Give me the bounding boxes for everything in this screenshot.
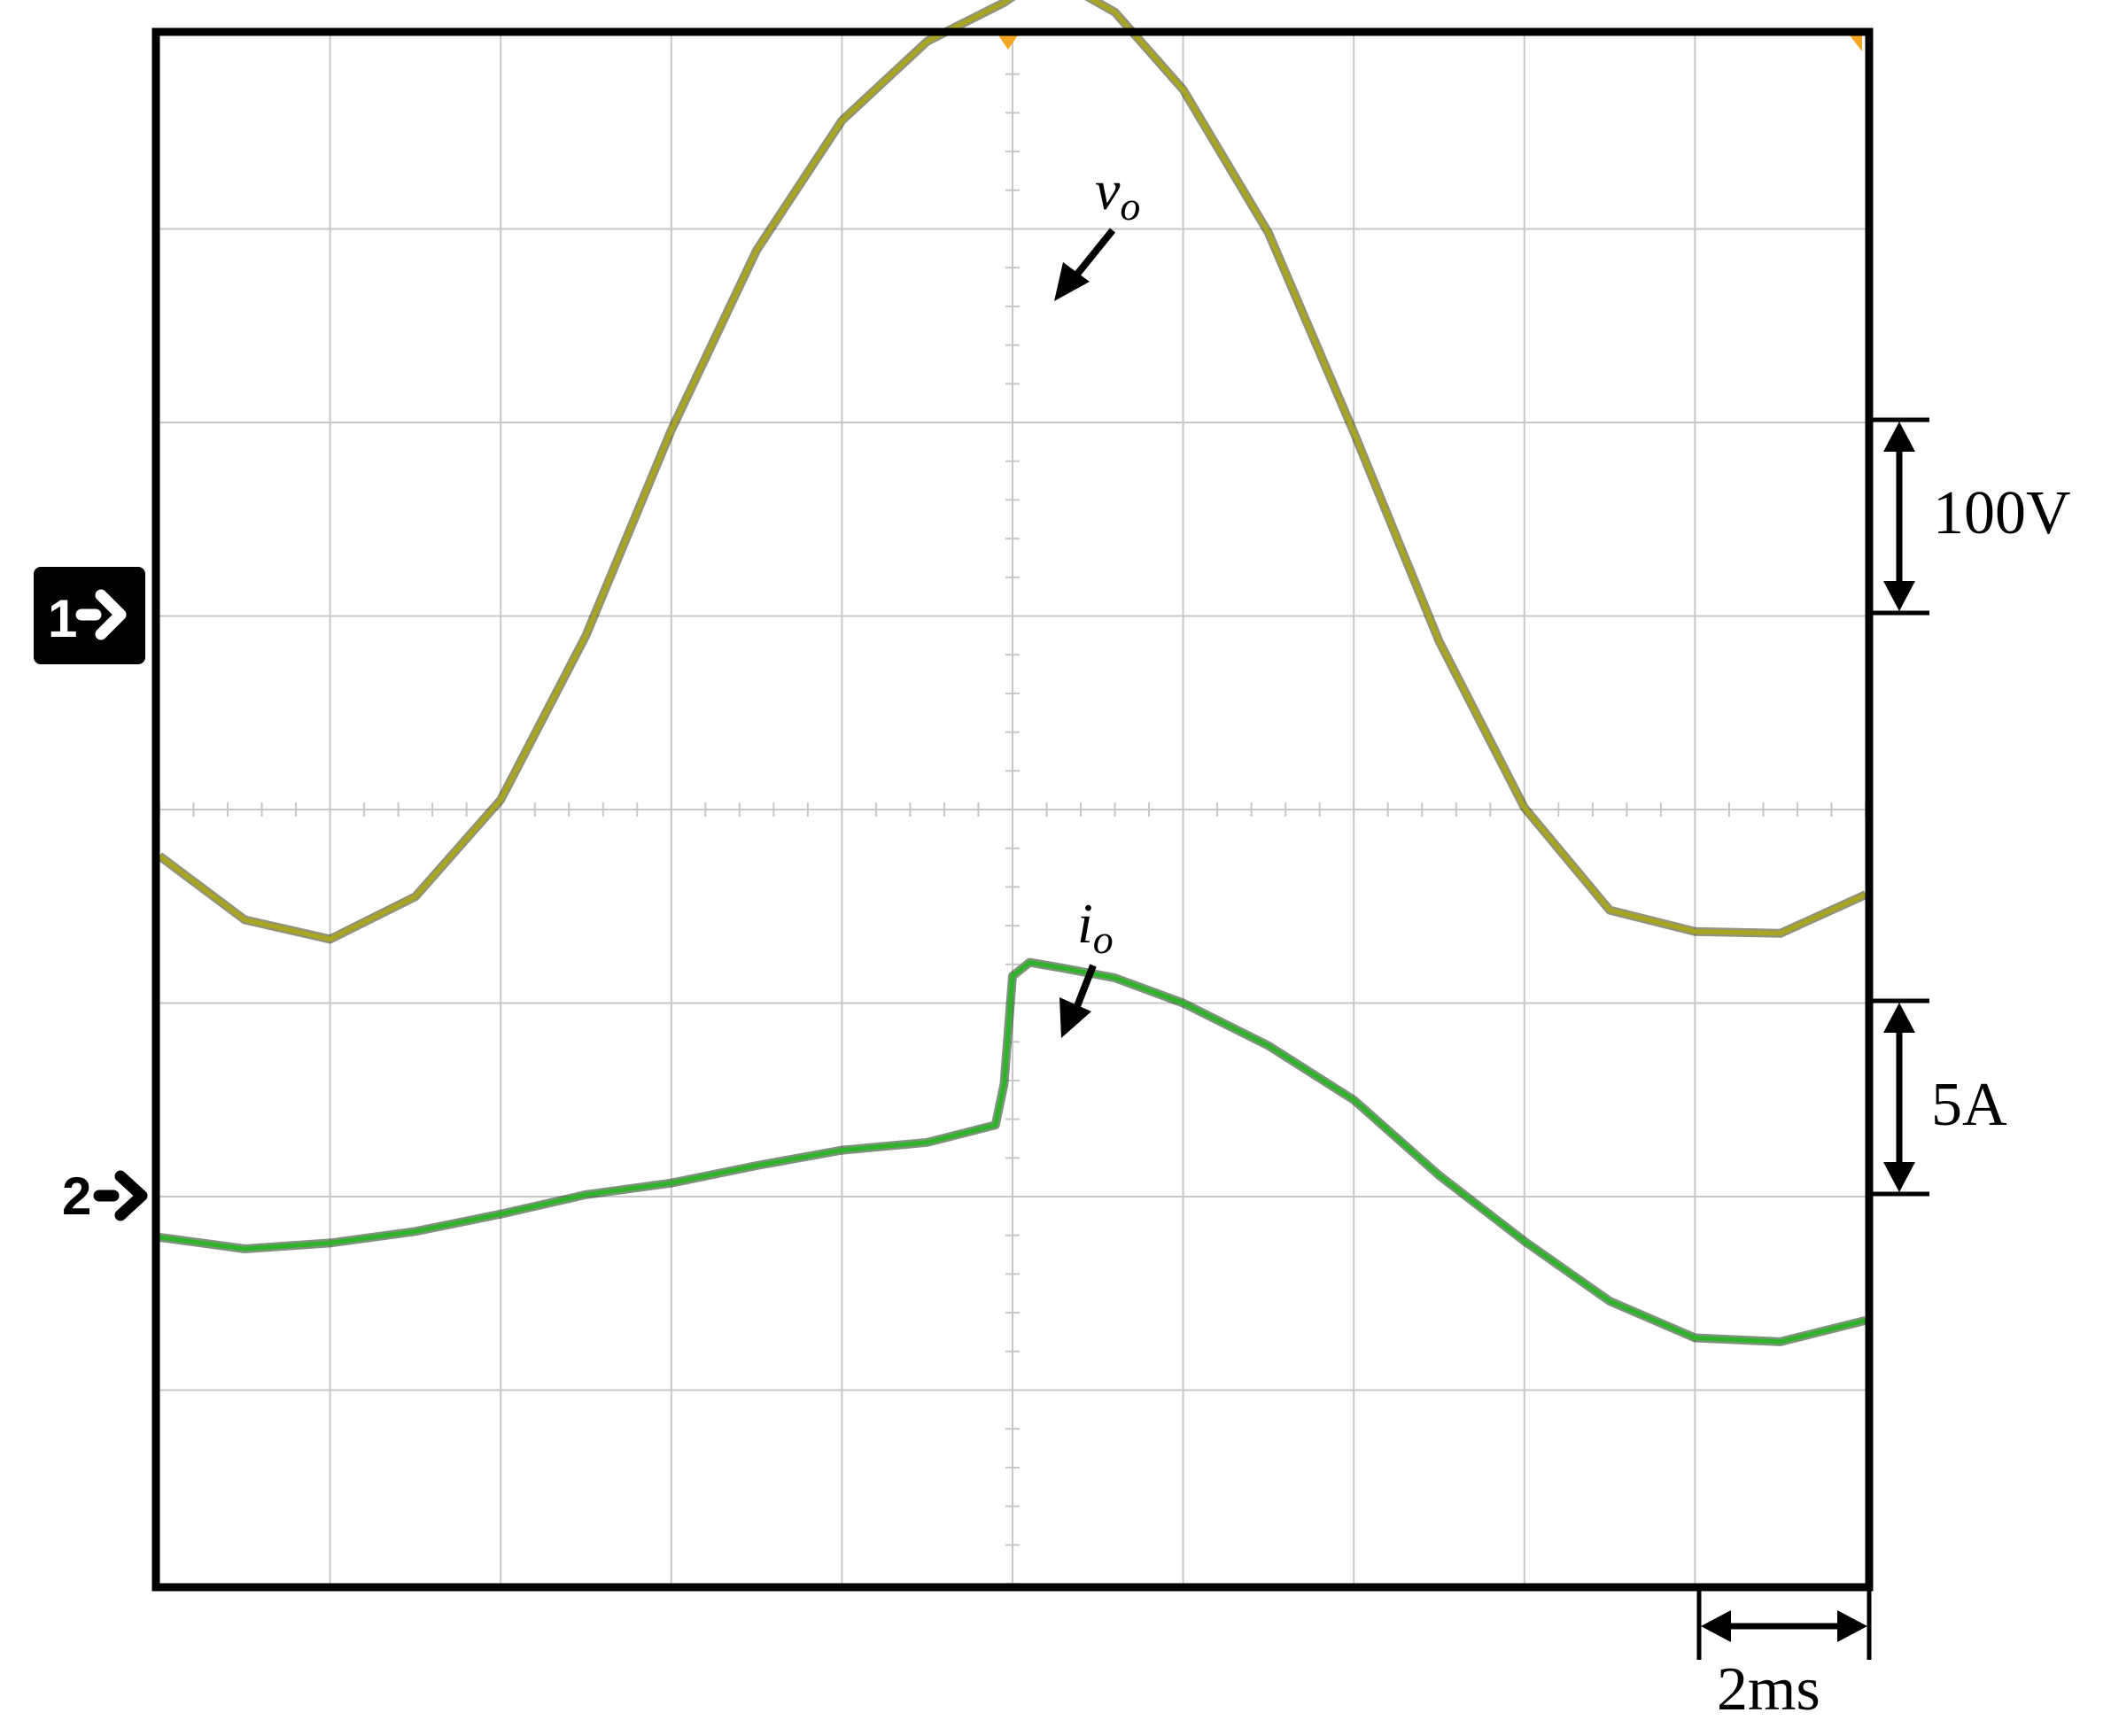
vo-label-subscript: o bbox=[1120, 183, 1140, 229]
down-arrow-icon bbox=[1883, 1162, 1915, 1192]
voltage-scale-indicator: 100V bbox=[1869, 417, 2071, 616]
up-arrow-icon bbox=[1883, 1003, 1915, 1033]
io-arrow-icon bbox=[1059, 997, 1091, 1038]
voltage-scale-label: 100V bbox=[1933, 479, 2071, 547]
time-scale-indicator: 2ms bbox=[1696, 1591, 1872, 1724]
plot-frame bbox=[151, 27, 1874, 1592]
right-arrow-icon bbox=[1837, 1610, 1867, 1642]
io-label: i bbox=[1077, 892, 1093, 955]
vo-label: v bbox=[1095, 159, 1121, 221]
center-ticks bbox=[159, 35, 1867, 1585]
svg-text:vo: vo bbox=[1095, 159, 1140, 229]
ch1-marker: 1 bbox=[34, 567, 145, 664]
ch2-marker: 2 bbox=[62, 1166, 148, 1226]
current-scale-indicator: 5A bbox=[1869, 998, 2007, 1197]
vo-arrow-icon bbox=[1054, 262, 1090, 301]
traces bbox=[157, 0, 1868, 1346]
ch2-marker-arrow-icon bbox=[93, 1170, 148, 1221]
vo-arrow-shaft bbox=[1072, 228, 1116, 279]
io-label-subscript: o bbox=[1093, 917, 1114, 962]
io-annotation: io bbox=[1059, 892, 1114, 1038]
current-scale-label: 5A bbox=[1931, 1071, 2007, 1139]
trace-i_o bbox=[159, 960, 1867, 1345]
trace-v_o bbox=[158, 0, 1867, 942]
right-edge-marker bbox=[1850, 35, 1862, 51]
left-arrow-icon bbox=[1701, 1610, 1731, 1642]
ch1-marker-label: 1 bbox=[48, 589, 77, 648]
down-arrow-icon bbox=[1883, 581, 1915, 611]
ch2-marker-label: 2 bbox=[62, 1166, 91, 1226]
time-scale-label: 2ms bbox=[1717, 1655, 1820, 1724]
io-arrow-shaft bbox=[1074, 964, 1097, 1008]
ch1-marker-arrow-icon bbox=[75, 589, 127, 640]
up-arrow-icon bbox=[1883, 422, 1915, 452]
trigger-marker bbox=[998, 35, 1018, 50]
vo-annotation: vo bbox=[1054, 159, 1140, 301]
svg-text:io: io bbox=[1077, 892, 1114, 962]
